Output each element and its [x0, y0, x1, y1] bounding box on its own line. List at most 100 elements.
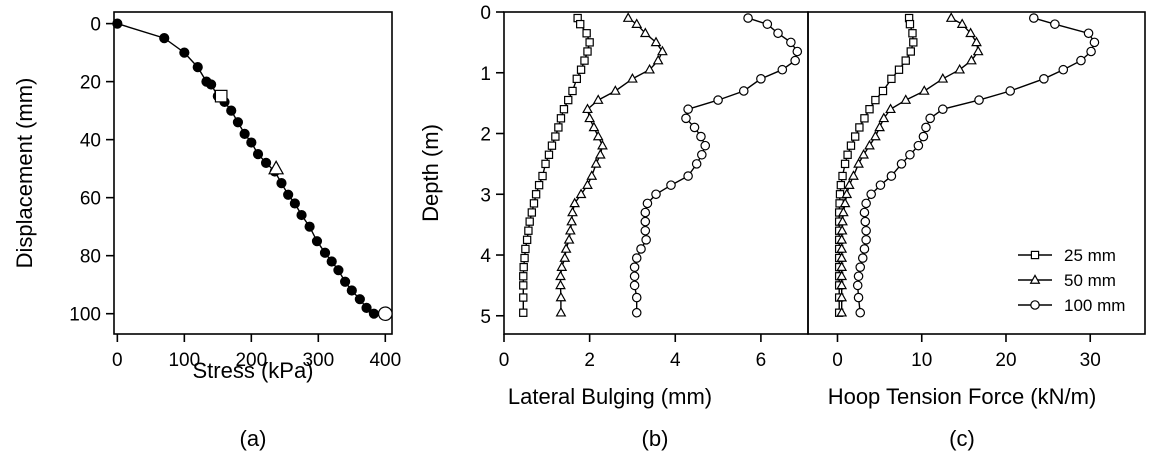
panel-c-point-100mm-19 — [866, 189, 876, 200]
panel-c-point-25mm-14 — [846, 141, 856, 150]
panel-b-point-50mm-8 — [609, 85, 621, 95]
panel-a-ytick-label-60: 60 — [80, 189, 101, 210]
panel-b-point-100mm-16 — [691, 159, 702, 169]
panel-b-point-50mm-3 — [650, 36, 662, 47]
panel-a-point-main-19 — [304, 221, 315, 232]
panel-c-point-100mm-9 — [974, 95, 984, 105]
panel-b-point-25mm-15 — [544, 150, 554, 159]
panel-c-point-50mm-26 — [836, 252, 848, 262]
panel-b-point-25mm-14 — [547, 141, 557, 150]
panel-b-point-50mm-1 — [631, 18, 643, 28]
panel-b-point-25mm-1 — [576, 19, 585, 29]
panel-a-highlight-50mm — [268, 160, 285, 175]
panel-c-point-50mm-0 — [945, 12, 957, 22]
panel-c-point-100mm-25 — [859, 244, 870, 254]
panel-b-point-50mm-18 — [582, 179, 593, 189]
panel-c: 0 10 20 30 Hoop Tension Force (kN/m) (c) 25… — [807, 11, 1146, 451]
panel-c-point-25mm-4 — [906, 47, 915, 56]
panel-c-line-100mm — [856, 17, 1096, 313]
panel-c-point-50mm-2 — [965, 27, 976, 38]
panel-b-point-100mm-17 — [683, 171, 693, 181]
panel-b-ytick-label-3: 3 — [480, 185, 491, 206]
panel-b-point-50mm-19 — [575, 188, 587, 199]
panel-c-ticks: 0 10 20 30 — [832, 334, 1101, 371]
panel-c-point-100mm-7 — [1039, 74, 1049, 84]
panel-b-point-50mm-17 — [586, 170, 598, 180]
panel-c-point-25mm-10 — [865, 105, 874, 114]
panel-b-point-50mm-0 — [622, 12, 634, 22]
panel-b-point-25mm-27 — [519, 262, 528, 272]
panel-a-highlight-100mm — [377, 306, 393, 322]
panel-a-ticks: 0 100 200 300 400 0 20 40 60 80 100 — [69, 15, 401, 371]
panel-c-point-100mm-23 — [861, 225, 871, 236]
panel-c-point-25mm-5 — [901, 56, 910, 65]
panel-c-xtick-label-20: 20 — [995, 350, 1016, 371]
panel-c-point-25mm-6 — [894, 65, 904, 74]
panel-b-point-100mm-0 — [743, 13, 753, 23]
panel-b-point-25mm-24 — [522, 235, 532, 245]
legend-label-50mm: 50 mm — [1064, 271, 1116, 290]
panel-b-point-100mm-27 — [629, 262, 640, 272]
panel-c-point-100mm-31 — [855, 307, 866, 318]
panel-b-point-25mm-4 — [583, 47, 592, 56]
panel-c-point-25mm-18 — [836, 180, 846, 190]
panel-a-ytick-label-40: 40 — [80, 131, 101, 152]
panel-b-point-50mm-5 — [652, 54, 664, 65]
panel-a-point-main-27 — [361, 302, 372, 313]
panel-b-point-50mm-15 — [594, 148, 606, 159]
panel-b-xtick-label-0: 0 — [499, 350, 510, 371]
panel-a-point-main-22 — [326, 256, 337, 267]
panel-b-point-100mm-30 — [631, 292, 642, 303]
panel-c-point-25mm-1 — [905, 19, 915, 29]
legend-label-25mm: 25 mm — [1064, 246, 1116, 265]
panel-b-point-100mm-22 — [640, 216, 651, 227]
panel-c-point-50mm-13 — [870, 130, 881, 141]
panel-b-point-50mm-29 — [555, 279, 566, 290]
panel-b-point-25mm-31 — [519, 308, 528, 317]
panel-c-point-50mm-11 — [878, 112, 890, 123]
panel-c-point-25mm-13 — [850, 132, 860, 141]
panel-c-point-50mm-10 — [885, 103, 896, 114]
panel-c-point-100mm-8 — [1005, 86, 1015, 96]
panel-b-point-50mm-27 — [556, 261, 568, 271]
panel-c-point-25mm-3 — [909, 38, 918, 47]
panel-b-point-100mm-4 — [792, 46, 803, 57]
panel-a-point-main-26 — [354, 294, 365, 305]
panel-c-point-50mm-18 — [843, 179, 855, 189]
panel-c-point-100mm-24 — [861, 235, 871, 245]
panel-b-point-25mm-8 — [568, 86, 577, 96]
panel-a-point-main-25 — [346, 285, 357, 296]
panel-c-point-25mm-9 — [871, 95, 880, 105]
panel-b-point-100mm-13 — [696, 131, 706, 142]
panel-a-point-main-17 — [289, 198, 300, 209]
panel-b-marks — [519, 12, 803, 318]
panel-b-ytick-label-4: 4 — [480, 246, 491, 267]
panel-c-point-100mm-5 — [1076, 55, 1086, 66]
panel-c-point-50mm-24 — [836, 234, 848, 244]
panel-c-marks — [834, 12, 1100, 318]
panel-b-point-50mm-7 — [627, 73, 638, 83]
panel-b-line-50mm — [559, 17, 664, 313]
panel-a-point-main-0 — [112, 18, 123, 29]
panel-a-ylabel: Displacement (mm) — [12, 78, 37, 269]
panel-b-point-25mm-13 — [551, 132, 560, 141]
panel-c-point-50mm-8 — [918, 85, 930, 95]
panel-c-point-50mm-28 — [836, 270, 848, 281]
panel-b-point-25mm-12 — [554, 123, 563, 132]
panel-b-point-50mm-9 — [592, 94, 604, 104]
panel-c-point-100mm-15 — [905, 149, 915, 160]
panel-b-point-25mm-25 — [521, 244, 530, 254]
panel-a-ytick-label-80: 80 — [80, 247, 101, 268]
panel-c-xtick-label-10: 10 — [911, 350, 932, 371]
panel-b-point-100mm-31 — [631, 307, 642, 318]
panel-c-point-100mm-4 — [1086, 46, 1096, 57]
panel-c-point-50mm-12 — [874, 121, 886, 132]
panel-b-point-100mm-6 — [777, 64, 788, 75]
panel-c-frame — [807, 11, 1146, 335]
panel-b-point-100mm-21 — [640, 207, 651, 218]
panel-c-label: (c) — [949, 426, 975, 451]
panel-a-point-main-10 — [239, 128, 250, 139]
panel-c-point-100mm-6 — [1058, 64, 1069, 75]
panel-c-point-50mm-3 — [971, 36, 982, 47]
